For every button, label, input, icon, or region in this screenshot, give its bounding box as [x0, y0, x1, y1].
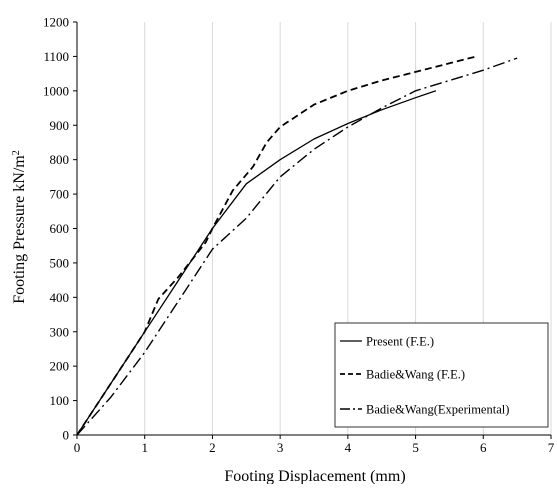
series-line-1: [76, 55, 477, 436]
y-tick-label-5: 500: [50, 255, 70, 270]
x-tick-label-7: 7: [548, 440, 555, 455]
y-tick-label-10: 1000: [43, 83, 69, 98]
x-tick-label-5: 5: [412, 440, 419, 455]
y-tick-label-7: 700: [50, 187, 70, 202]
y-tick-label-12: 1200: [43, 15, 69, 30]
y-tick-label-6: 600: [50, 221, 70, 236]
x-tick-label-0: 0: [74, 440, 81, 455]
y-tick-label-8: 800: [50, 152, 70, 167]
x-tick-label-4: 4: [345, 440, 352, 455]
y-tick-labels: 0 100 200 300 400 500 600 700 800 900 1000 1100 1200: [43, 15, 69, 443]
x-tick-label-1: 1: [141, 440, 148, 455]
x-axis-title: Footing Displacement (mm): [224, 468, 405, 484]
legend-label-2: Badie&Wang(Experimental): [366, 403, 509, 417]
x-tick-label-6: 6: [480, 440, 487, 455]
y-axis-title: Footing Pressure kN/m2: [11, 150, 29, 303]
x-tick-label-2: 2: [209, 440, 216, 455]
legend-items: Present (F.E.) Badie&Wang (F.E.) Badie&Wan…: [340, 335, 509, 417]
y-tick-label-3: 300: [50, 324, 70, 339]
y-tick-label-11: 1100: [43, 49, 69, 64]
y-tick-label-9: 900: [50, 118, 70, 133]
x-tick-label-3: 3: [277, 440, 284, 455]
axes: [73, 21, 552, 439]
x-tick-labels: 0 1 2 3 4 5 6 7: [74, 440, 555, 455]
y-tick-label-0: 0: [63, 428, 70, 443]
legend: Present (F.E.) Badie&Wang (F.E.) Badie&Wan…: [334, 322, 549, 428]
y-tick-label-2: 200: [50, 359, 70, 374]
series-line-2: [76, 57, 518, 436]
legend-label-1: Badie&Wang (F.E.): [366, 368, 465, 382]
y-tick-label-1: 100: [50, 393, 70, 408]
y-tick-label-4: 400: [50, 290, 70, 305]
y-axis-title-superscript: 2: [11, 150, 22, 155]
y-axis-title-main: Footing Pressure kN/m: [11, 155, 28, 304]
legend-label-0: Present (F.E.): [366, 335, 434, 349]
data-series: [76, 55, 518, 436]
legend-box: [334, 322, 549, 428]
